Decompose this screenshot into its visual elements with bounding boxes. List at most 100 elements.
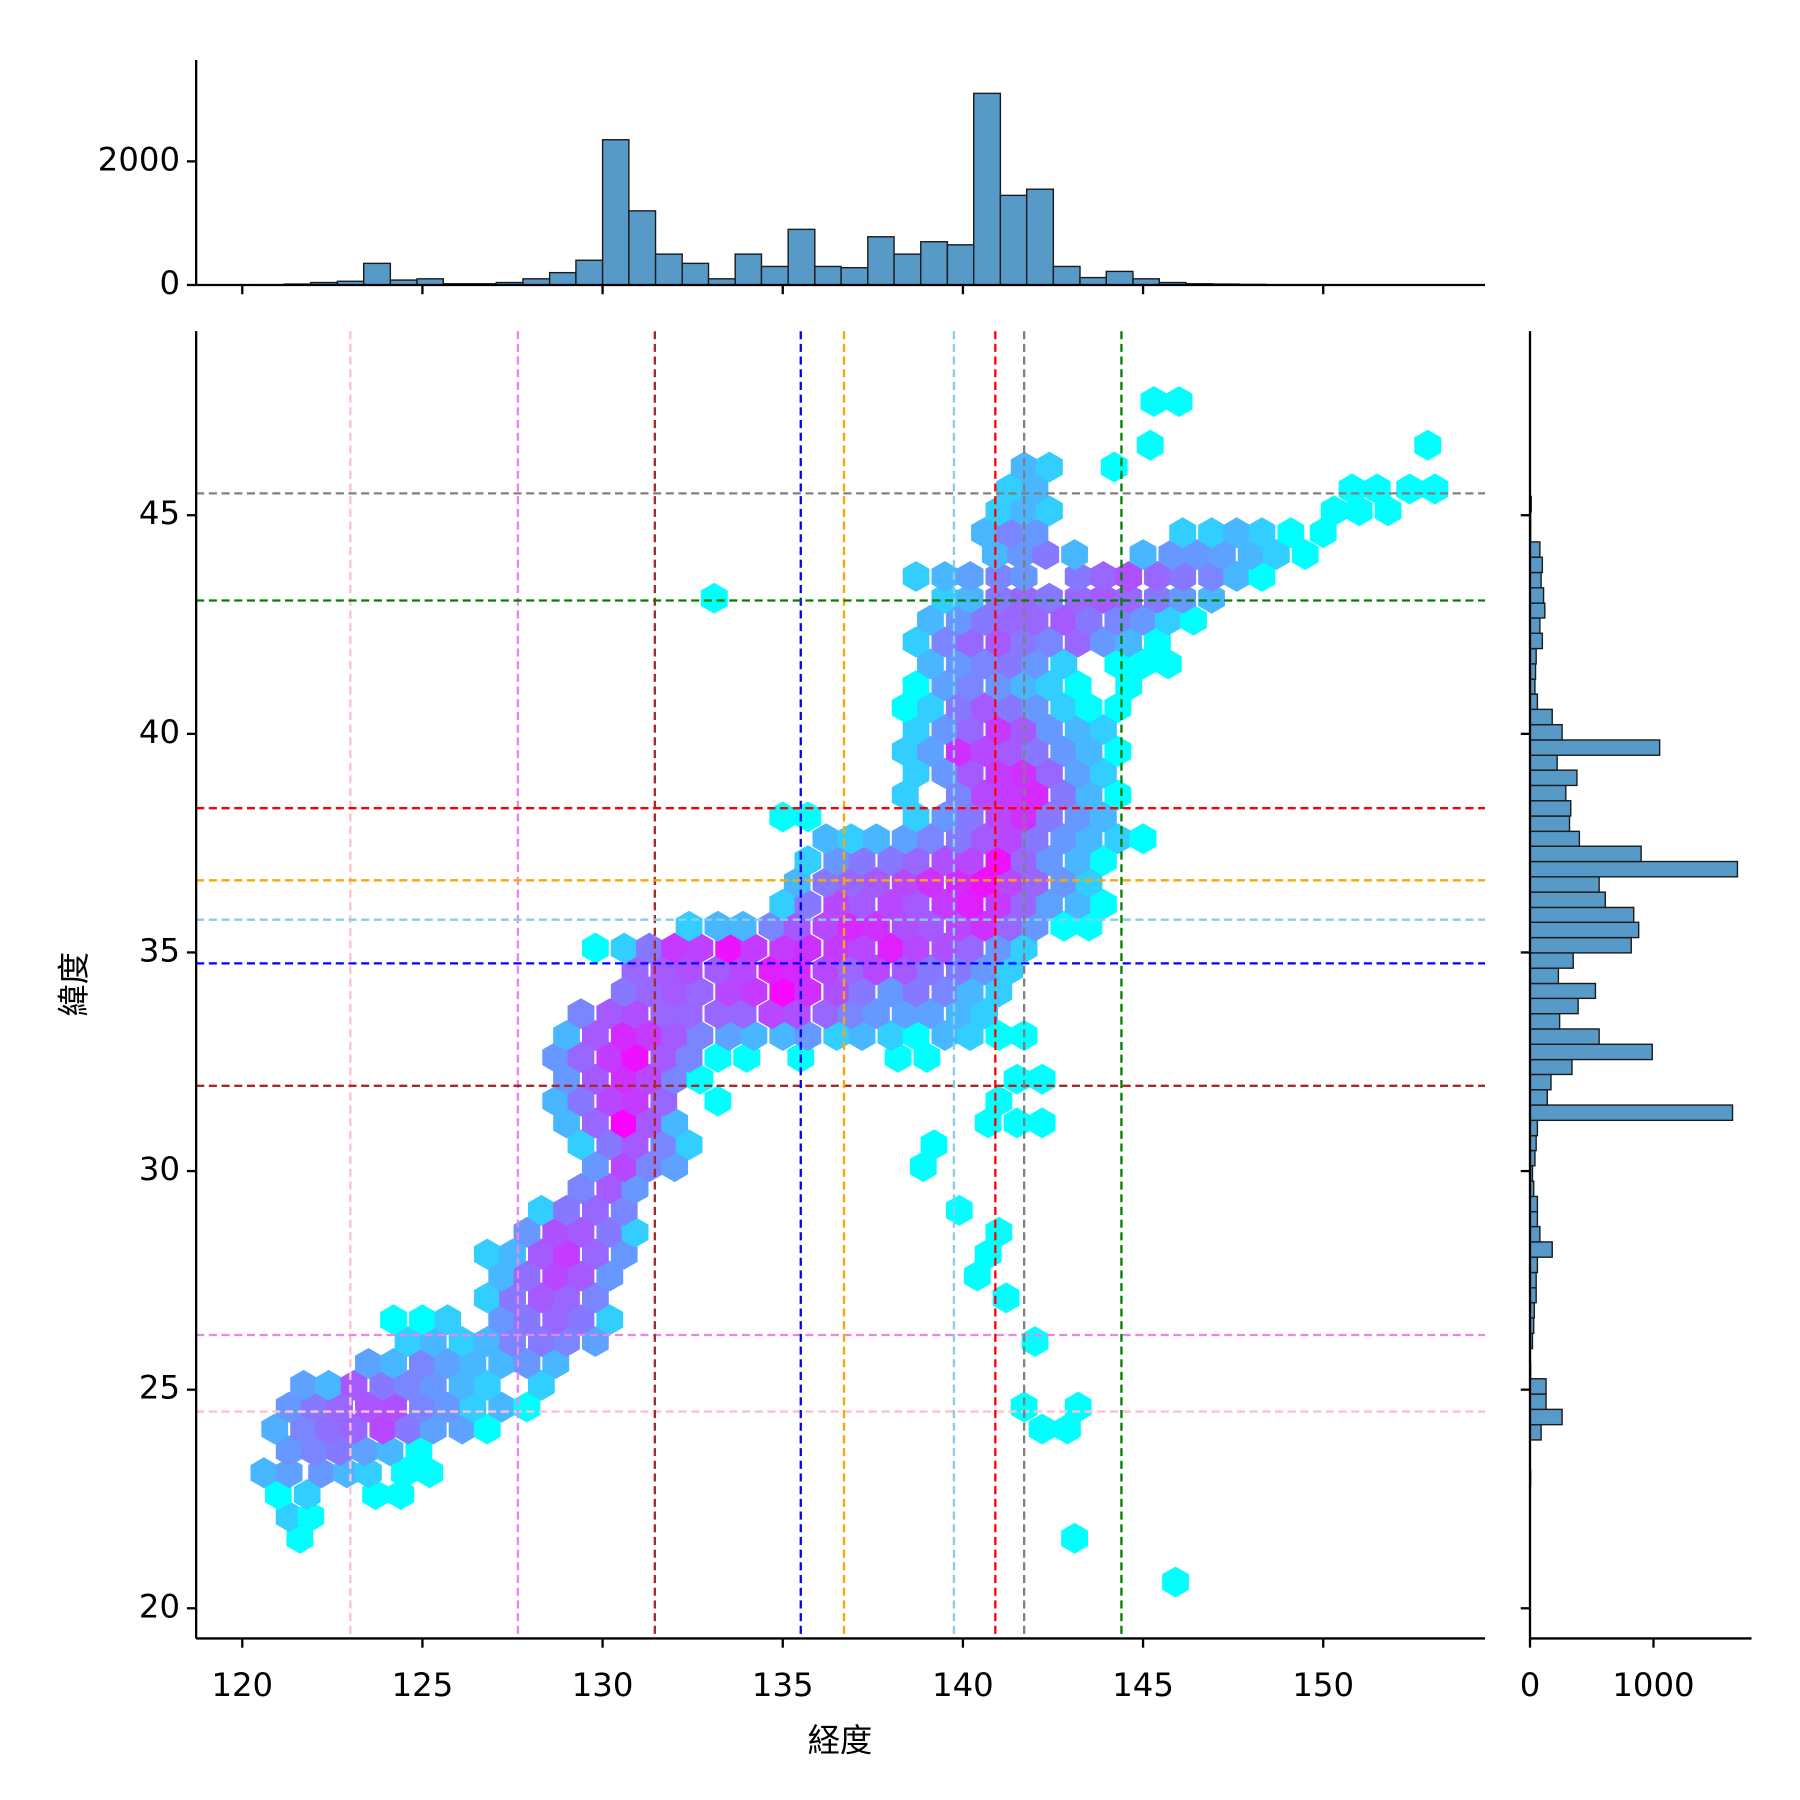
hex-cell [661, 1151, 689, 1183]
hex-cell [902, 845, 930, 877]
hex-cell [636, 932, 663, 964]
hex-cell [434, 1391, 462, 1423]
hex-cell [596, 1260, 624, 1292]
hex-cell [783, 910, 811, 942]
hex-cell [553, 1107, 580, 1139]
hex-cell [1075, 604, 1103, 636]
hex-cell [1129, 823, 1157, 855]
histogram-bar [601, 139, 630, 286]
hex-cell [387, 1479, 415, 1511]
hex-cell [956, 757, 984, 789]
hex-cell [409, 1348, 436, 1379]
hex-cell [1061, 539, 1088, 570]
hex-cell [528, 1238, 555, 1270]
hex-cell [1050, 910, 1078, 942]
hex-cell [1010, 1391, 1038, 1423]
hex-cell [675, 1041, 703, 1073]
hex-cell [1021, 779, 1049, 811]
hex-cell [971, 648, 998, 680]
hex-cell [621, 954, 649, 986]
histogram-bar [1529, 860, 1739, 878]
hex-cell [326, 1435, 353, 1467]
hex-cell [1320, 495, 1348, 527]
hex-cell [863, 998, 890, 1030]
hex-cell [985, 626, 1013, 658]
hex-cell [956, 626, 984, 658]
hex-cell [261, 1413, 289, 1445]
hex-cell [1021, 692, 1049, 724]
hex-cell [1010, 845, 1038, 877]
hex-cell [513, 1260, 541, 1292]
histogram-bar [1529, 1241, 1553, 1258]
histogram-bar [1529, 1408, 1563, 1426]
hex-cell [290, 1369, 317, 1401]
histogram-bar [1105, 270, 1134, 286]
hex-cell [729, 910, 757, 942]
hexbin-layer [250, 386, 1449, 1598]
hex-cell [542, 1260, 570, 1292]
hex-cell [996, 692, 1024, 724]
hex-cell [1036, 888, 1063, 920]
hex-cell [582, 1063, 609, 1095]
hex-cell [513, 1391, 541, 1423]
hex-cell [405, 1435, 433, 1467]
hex-cell [996, 735, 1024, 767]
hex-cell [794, 801, 822, 833]
hex-cell [567, 1085, 595, 1117]
hex-cell [675, 954, 703, 986]
hex-cell [1028, 1063, 1056, 1095]
hex-cell [769, 888, 797, 920]
hex-cell [931, 757, 959, 789]
hex-cell [863, 954, 890, 986]
histogram-bar [840, 266, 869, 286]
hex-cell [877, 976, 905, 1008]
hex-cell [1036, 845, 1063, 877]
hex-cell [917, 823, 944, 855]
histogram-bar [1529, 997, 1579, 1015]
hex-cell [848, 932, 876, 964]
hex-cell [553, 1282, 580, 1314]
hex-cell [582, 1020, 609, 1052]
hex-cell [315, 1369, 343, 1401]
hex-cell [945, 692, 973, 724]
histogram-bar [575, 259, 604, 286]
hex-cell [275, 1457, 303, 1489]
hex-cell [1144, 626, 1171, 658]
hex-cell [783, 954, 811, 986]
hex-cell [902, 757, 930, 789]
hex-cell [1028, 1107, 1056, 1139]
hex-cell [996, 910, 1024, 942]
hex-cell [1028, 1413, 1056, 1445]
hex-cell [1032, 539, 1060, 570]
hex-cell [704, 1085, 732, 1117]
hex-cell [686, 1020, 714, 1052]
histogram-bar [920, 241, 949, 286]
histogram-bar [1529, 587, 1545, 604]
hex-cell [996, 823, 1024, 855]
hex-cell [1208, 539, 1236, 570]
hex-cell [704, 1041, 732, 1073]
hex-cell [931, 626, 959, 658]
hex-cell [1021, 473, 1049, 505]
hex-cell [956, 1020, 984, 1052]
hex-cell [473, 1369, 501, 1401]
hex-cell [1104, 823, 1132, 855]
hex-cell [891, 692, 919, 724]
hex-cell [758, 998, 786, 1030]
hex-cell [1050, 779, 1078, 811]
hex-cell [729, 998, 757, 1030]
hex-cell [582, 1282, 609, 1314]
hex-cell [985, 670, 1013, 702]
hex-cell [1075, 779, 1103, 811]
hex-cell [985, 801, 1013, 833]
histogram-bar [1529, 1225, 1541, 1243]
hex-cell [488, 1260, 516, 1292]
hex-cell [971, 867, 998, 898]
hex-cell [715, 932, 743, 964]
hex-cell [582, 932, 609, 964]
hex-cell [661, 1020, 689, 1052]
hex-cell [740, 1020, 768, 1052]
hex-cell [1237, 539, 1265, 570]
hex-cell [931, 582, 959, 614]
hex-cell [610, 1151, 638, 1183]
